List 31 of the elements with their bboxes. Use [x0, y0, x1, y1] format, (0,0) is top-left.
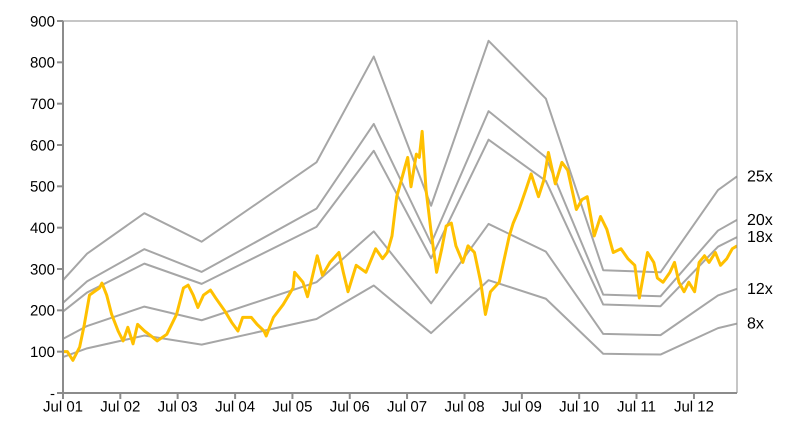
line-series: [63, 130, 737, 362]
line-series: [63, 138, 737, 313]
x-tick-label: Jul 04: [215, 398, 256, 416]
series-label: 8x: [747, 316, 764, 333]
x-tick-label: Jul 02: [100, 398, 140, 416]
line-series: [63, 40, 737, 282]
series-label: 12x: [747, 280, 773, 298]
x-tick-label: Jul 07: [387, 398, 428, 416]
line-series: [63, 279, 737, 358]
y-tick-label: 600: [30, 137, 55, 154]
y-tick-label: 700: [30, 96, 55, 113]
x-tick-label: Jul 06: [330, 398, 370, 416]
x-tick-label: Jul 11: [617, 398, 656, 416]
series-label: 20x: [747, 212, 773, 229]
series-label: 18x: [747, 229, 773, 246]
series-label: 25x: [747, 168, 773, 186]
x-tick-label: Jul 09: [502, 398, 542, 416]
x-tick-label: Jul 12: [674, 398, 714, 416]
y-tick-label: 400: [30, 220, 55, 237]
line-series: [63, 222, 737, 340]
y-tick-label: 800: [30, 54, 55, 72]
y-tick-label: 500: [30, 178, 55, 196]
y-tick-label: 200: [30, 302, 55, 320]
x-tick-label: Jul 05: [272, 398, 312, 416]
x-tick-label: Jul 03: [158, 398, 198, 416]
line-series: [63, 110, 737, 304]
y-tick-label: 900: [30, 13, 55, 30]
x-tick-label: Jul 08: [444, 398, 485, 416]
y-tick-label: 300: [30, 261, 55, 278]
y-tick-label: 100: [30, 344, 55, 361]
x-tick-label: Jul 10: [559, 398, 600, 416]
